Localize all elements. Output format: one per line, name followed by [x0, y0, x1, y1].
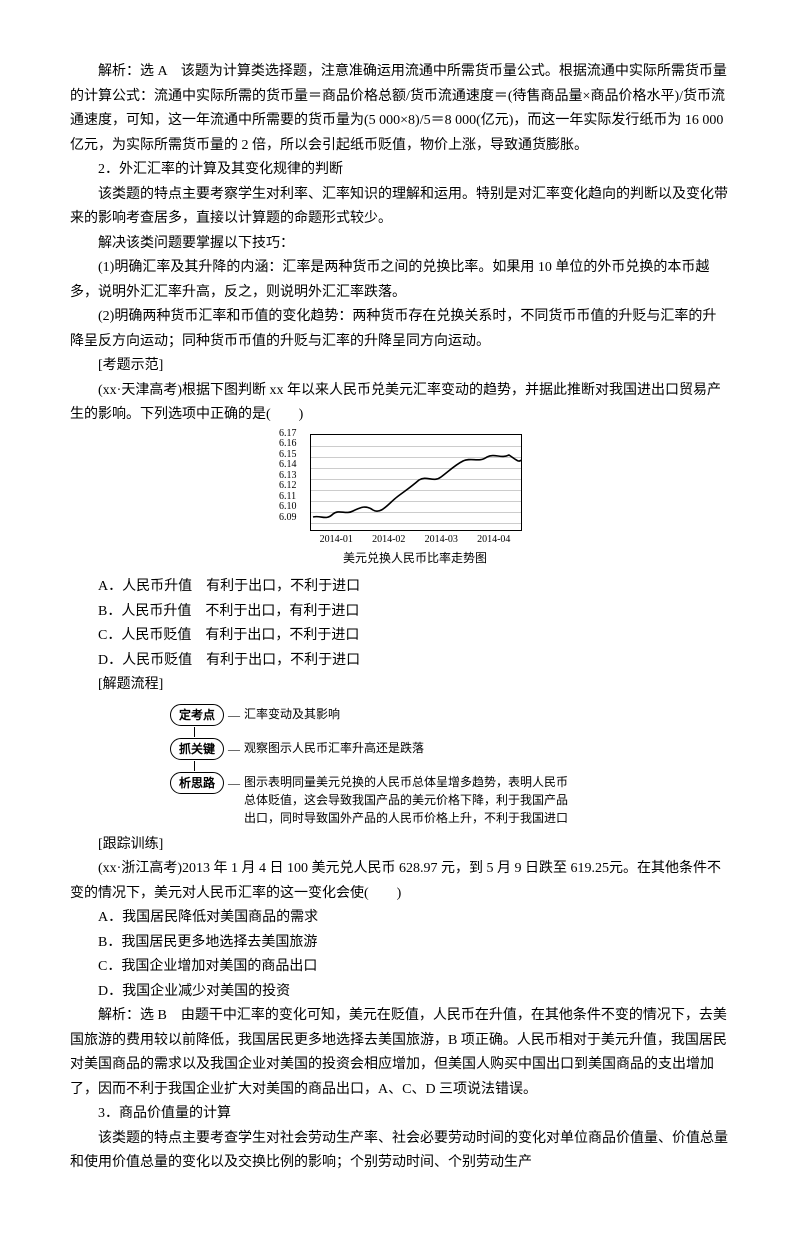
- flow-arrow-icon: —: [228, 704, 240, 726]
- option-a: A．人民币升值 有利于出口，不利于进口: [70, 575, 730, 600]
- analysis-2: 解析：选 B 由题干中汇率的变化可知，美元在贬值，人民币在升值，在其他条件不变的…: [70, 1004, 730, 1102]
- chart-x-axis: 2014-01 2014-02 2014-03 2014-04: [310, 531, 520, 549]
- para-14: 该类题的特点主要考查学生对社会劳动生产率、社会必要劳动时间的变化对单位商品价值量…: [70, 1127, 730, 1176]
- para-3: 该类题的特点主要考察学生对利率、汇率知识的理解和运用。特别是对汇率变化趋向的判断…: [70, 183, 730, 232]
- option-c-2: C．我国企业增加对美国的商品出口: [70, 955, 730, 980]
- option-d: D．人民币贬值 有利于出口，不利于进口: [70, 649, 730, 674]
- para-6: (2)明确两种货币汇率和币值的变化趋势：两种货币存在兑换关系时，不同货币币值的升…: [70, 305, 730, 354]
- solution-flow-heading: [解题流程]: [70, 673, 730, 698]
- ytick: 6.09: [279, 513, 297, 524]
- option-d-2: D．我国企业减少对美国的投资: [70, 980, 730, 1005]
- analysis-1: 解析：选 A 该题为计算类选择题，注意准确运用流通中所需货币量公式。根据流通中实…: [70, 60, 730, 158]
- option-b: B．人民币升值 不利于出口，有利于进口: [70, 600, 730, 625]
- flow-text-3: 图示表明同量美元兑换的人民币总体呈增多趋势，表明人民币总体贬值，这会导致我国产品…: [244, 772, 574, 827]
- flow-node-3: 析思路: [170, 772, 224, 794]
- chart-line: [311, 435, 521, 530]
- followup-heading: [跟踪训练]: [70, 833, 730, 858]
- heading-3: 3．商品价值量的计算: [70, 1102, 730, 1127]
- example-heading: [考题示范]: [70, 354, 730, 379]
- option-b-2: B．我国居民更多地选择去美国旅游: [70, 931, 730, 956]
- flow-text-2: 观察图示人民币汇率升高还是跌落: [244, 738, 424, 757]
- flow-arrow-icon: —: [228, 772, 240, 794]
- option-a-2: A．我国居民降低对美国商品的需求: [70, 906, 730, 931]
- chart-y-axis: 6.17 6.16 6.15 6.14 6.13 6.12 6.11 6.10 …: [279, 429, 297, 524]
- flow-arrow-icon: —: [228, 738, 240, 760]
- xtick: 2014-03: [425, 531, 458, 549]
- followup-question: (xx·浙江高考)2013 年 1 月 4 日 100 美元兑人民币 628.9…: [70, 857, 730, 906]
- question-stem: (xx·天津高考)根据下图判断 xx 年以来人民币兑美元汇率变动的趋势，并据此推…: [70, 379, 730, 428]
- para-5: (1)明确汇率及其升降的内涵：汇率是两种货币之间的兑换比率。如果用 10 单位的…: [70, 256, 730, 305]
- ytick: 6.10: [279, 502, 297, 513]
- flow-node-1: 定考点: [170, 704, 224, 726]
- flow-text-1: 汇率变动及其影响: [244, 704, 340, 723]
- xtick: 2014-01: [320, 531, 353, 549]
- option-c: C．人民币贬值 有利于出口，不利于进口: [70, 624, 730, 649]
- flow-node-2: 抓关键: [170, 738, 224, 760]
- ytick: 6.12: [279, 481, 297, 492]
- heading-2: 2．外汇汇率的计算及其变化规律的判断: [70, 158, 730, 183]
- exchange-rate-chart: 6.17 6.16 6.15 6.14 6.13 6.12 6.11 6.10 …: [280, 434, 520, 570]
- para-4: 解决该类问题要掌握以下技巧：: [70, 232, 730, 257]
- solution-flow-diagram: 定考点 — 汇率变动及其影响 抓关键 — 观察图示人民币汇率升高还是跌落 析思路…: [170, 704, 730, 827]
- ytick: 6.16: [279, 439, 297, 450]
- xtick: 2014-02: [372, 531, 405, 549]
- chart-caption: 美元兑换人民币比率走势图: [310, 548, 520, 569]
- ytick: 6.14: [279, 460, 297, 471]
- xtick: 2014-04: [477, 531, 510, 549]
